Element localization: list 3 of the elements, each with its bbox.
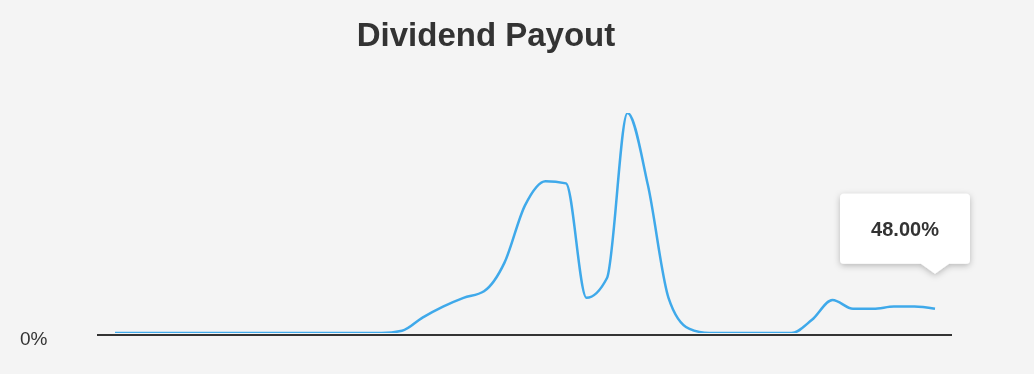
chart-title: Dividend Payout [355, 16, 617, 54]
annotation: 48.00% [871, 217, 940, 240]
text: 0% [20, 328, 48, 350]
